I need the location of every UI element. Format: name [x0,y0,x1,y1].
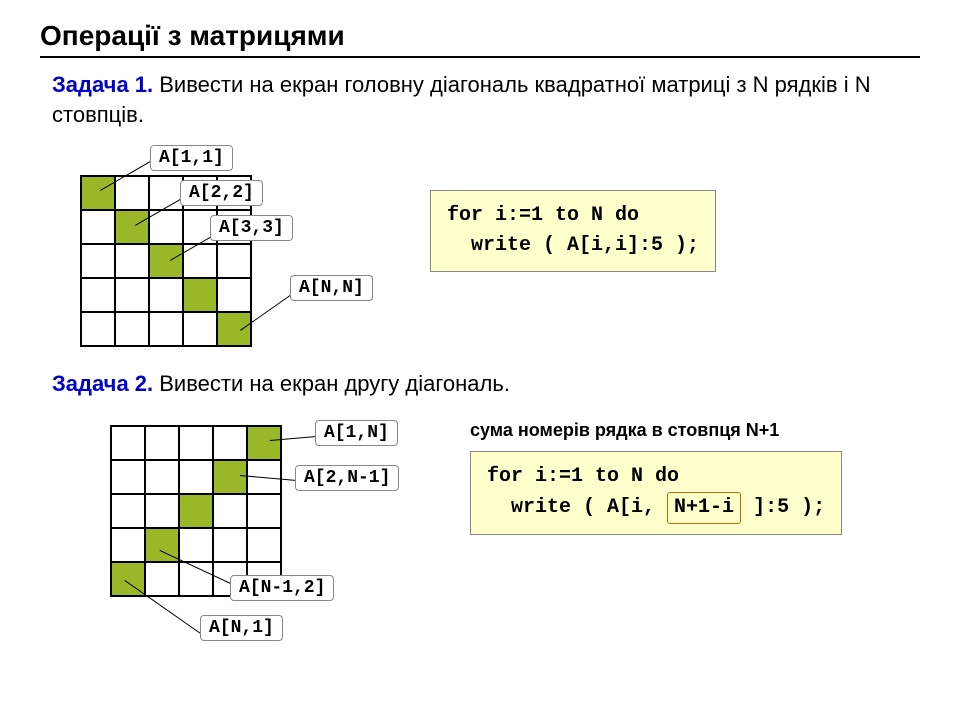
diagram-2: A[1,N] A[2,N-1] A[N-1,2] A[N,1] [80,415,460,645]
code2-pre: for i:=1 to N do write ( A[i, [487,465,679,519]
task1-text: Задача 1. Вивести на екран головну діаго… [52,70,920,129]
matrix-2 [110,425,282,597]
callout-ann: A[N,N] [290,275,373,301]
callout-a33: A[3,3] [210,215,293,241]
callout-an12: A[N-1,2] [230,575,334,601]
callout-an1: A[N,1] [200,615,283,641]
callout-a22: A[2,2] [180,180,263,206]
code2-insert: N+1-i [667,492,741,524]
diagram-1: A[1,1] A[2,2] A[3,3] A[N,N] [80,145,420,345]
callout-a1n: A[1,N] [315,420,398,446]
code-block-1: for i:=1 to N do write ( A[i,i]:5 ); [430,190,716,272]
task2-text: Задача 2. Вивести на екран другу діагона… [52,369,920,399]
task1-label: Задача 1. [52,72,153,97]
callout-a2n1: A[2,N-1] [295,465,399,491]
callout-a11: A[1,1] [150,145,233,171]
task1-desc: Вивести на екран головну діагональ квадр… [52,72,871,127]
page-title: Операції з матрицями [40,20,920,58]
code-block-2: for i:=1 to N do write ( A[i, N+1-i ]:5 … [470,451,842,535]
task2-desc: Вивести на екран другу діагональ. [153,371,510,396]
task2-note: сума номерів рядка в стовпця N+1 [470,420,842,441]
code2-post: ]:5 ); [753,496,825,519]
task2-label: Задача 2. [52,371,153,396]
